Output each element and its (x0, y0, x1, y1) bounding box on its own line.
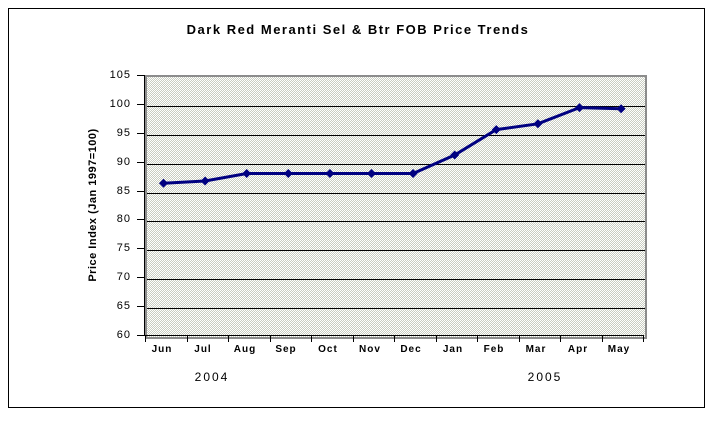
x-tick-mark (560, 336, 561, 342)
x-tick-mark (228, 336, 229, 342)
data-point-marker-feb (491, 125, 501, 135)
series-line (163, 106, 622, 185)
chart-title: Dark Red Meranti Sel & Btr FOB Price Tre… (186, 22, 530, 37)
x-category-label-sep: Sep (275, 344, 297, 355)
gridline-85 (147, 193, 645, 194)
data-point-marker-oct (325, 168, 335, 178)
gridline-80 (147, 221, 645, 222)
x-tick-mark (187, 336, 188, 342)
gridline-65 (147, 308, 645, 309)
x-category-label-dec: Dec (400, 344, 422, 355)
y-tick-label: 105 (109, 69, 131, 81)
y-tick-mark (137, 335, 145, 336)
y-tick-label: 80 (116, 213, 131, 225)
x-category-label-aug: Aug (233, 344, 257, 355)
x-tick-mark (311, 336, 312, 342)
x-category-label-apr: Apr (567, 344, 589, 355)
y-tick-mark (137, 277, 145, 278)
x-category-label-mar: Mar (525, 344, 547, 355)
y-tick-label: 75 (116, 242, 131, 254)
gridline-100 (147, 106, 645, 107)
y-tick-mark (137, 248, 145, 249)
x-category-label-oct: Oct (318, 344, 338, 355)
data-point-marker-mar (533, 119, 543, 129)
y-tick-label: 65 (116, 300, 131, 312)
x-tick-mark (519, 336, 520, 342)
data-point-marker-jun (159, 178, 168, 188)
data-point-marker-aug (242, 168, 252, 178)
chart-border (8, 8, 705, 408)
plot-area (145, 75, 647, 339)
x-tick-mark (602, 336, 603, 342)
gridline-95 (147, 135, 645, 136)
data-point-marker-apr (575, 103, 584, 113)
x-category-label-jul: Jul (194, 344, 212, 355)
x-category-label-jan: Jan (442, 344, 464, 355)
x-tick-mark (353, 336, 354, 342)
y-tick-label: 60 (116, 329, 131, 341)
y-tick-mark (137, 191, 145, 192)
y-tick-label: 95 (116, 127, 131, 139)
y-tick-mark (137, 219, 145, 220)
gridline-75 (147, 250, 645, 251)
x-category-label-jun: Jun (151, 344, 173, 355)
x-tick-mark (270, 336, 271, 342)
y-tick-mark (137, 133, 145, 134)
data-point-marker-jul (200, 176, 210, 186)
x-axis-line (140, 335, 644, 336)
x-tick-mark (145, 336, 146, 342)
y-tick-mark (137, 75, 145, 76)
x-category-label-may: May (607, 344, 631, 355)
data-point-marker-may (616, 104, 626, 114)
year-label-2004: 2004 (194, 370, 230, 384)
y-tick-label: 100 (109, 98, 131, 110)
y-tick-label: 85 (116, 185, 131, 197)
data-point-marker-dec (408, 168, 418, 178)
y-tick-label: 70 (116, 271, 131, 283)
x-tick-mark (477, 336, 478, 342)
price-line-series (159, 103, 626, 188)
y-axis-line (144, 75, 145, 336)
x-category-label-feb: Feb (483, 344, 505, 355)
y-tick-mark (137, 306, 145, 307)
data-point-marker-jan (450, 150, 460, 160)
data-point-marker-sep (283, 168, 293, 178)
gridline-70 (147, 279, 645, 280)
y-tick-mark (137, 162, 145, 163)
gridline-90 (147, 164, 645, 165)
x-tick-mark (436, 336, 437, 342)
year-label-2005: 2005 (527, 370, 563, 384)
x-tick-mark (643, 336, 644, 342)
x-tick-mark (394, 336, 395, 342)
data-point-marker-nov (367, 168, 376, 178)
x-category-label-nov: Nov (359, 344, 381, 355)
y-tick-label: 90 (116, 156, 131, 168)
y-tick-mark (137, 104, 145, 105)
